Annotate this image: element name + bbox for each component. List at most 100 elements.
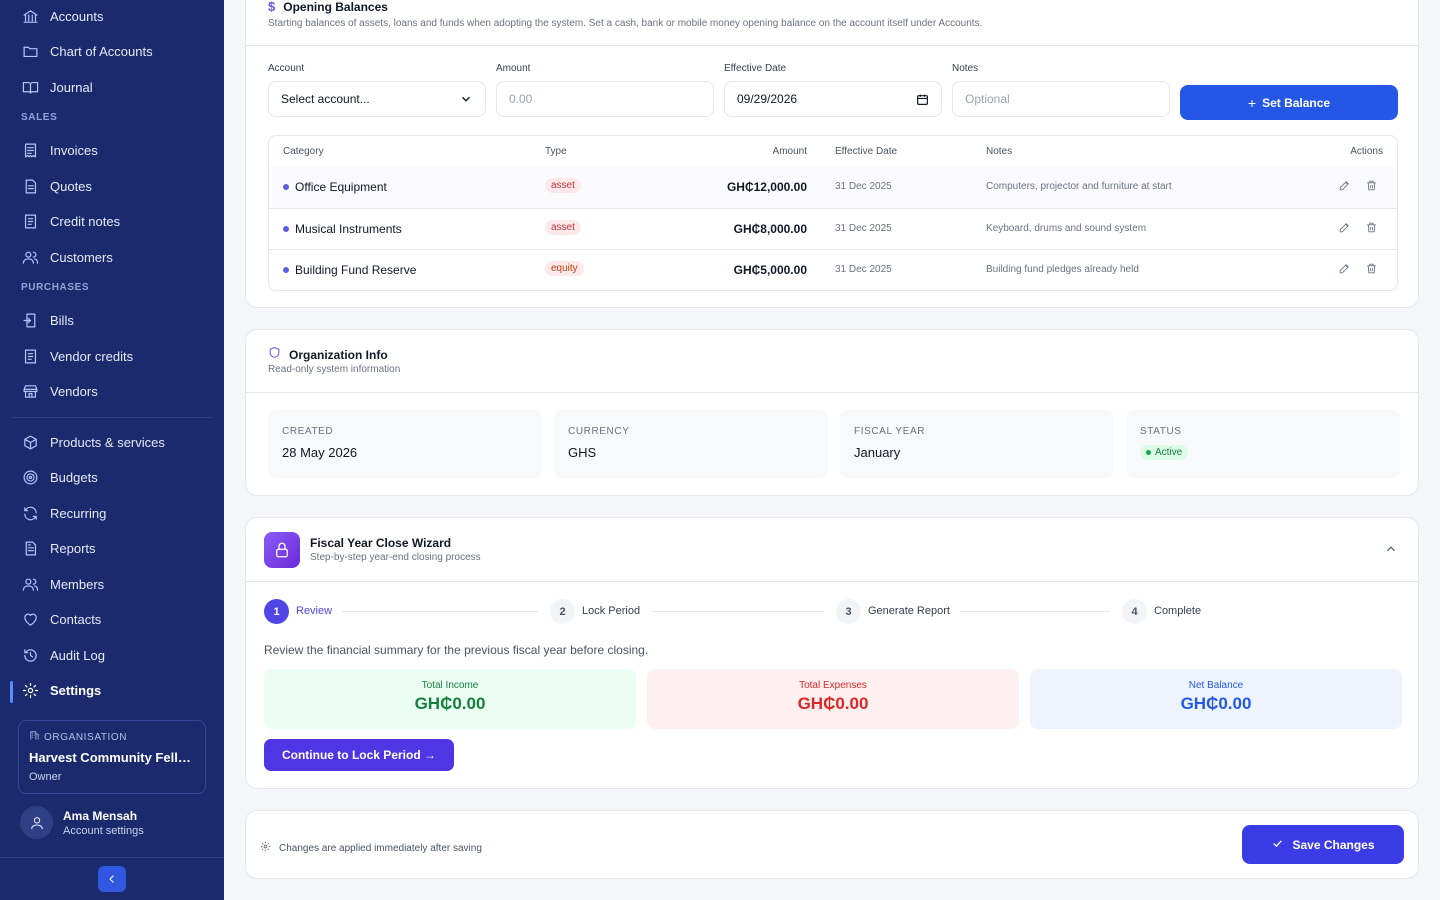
edit-icon[interactable] [1338, 221, 1352, 235]
sidebar-item-label: Reports [50, 540, 96, 556]
notes-label: Notes [952, 63, 979, 74]
collapse-sidebar-button[interactable] [98, 866, 126, 892]
sidebar-item-bills[interactable]: Bills [12, 304, 212, 336]
notes-input[interactable]: Optional [952, 81, 1170, 117]
step-2-label[interactable]: Lock Period [582, 605, 641, 617]
total-expenses-label: Total Expenses [799, 680, 867, 691]
sidebar-item-label: Chart of Accounts [50, 43, 153, 59]
account-select[interactable]: Select account... [268, 81, 486, 117]
currency-label: CURRENCY [568, 426, 630, 437]
sidebar-item-budgets[interactable]: Budgets [12, 461, 212, 493]
sidebar-item-invoices[interactable]: Invoices [12, 134, 212, 166]
sidebar-item-settings[interactable]: Settings [12, 674, 212, 706]
trash-icon[interactable] [1365, 221, 1379, 235]
step-4-label[interactable]: Complete [1154, 605, 1202, 617]
card-subtitle: Starting balances of assets, loans and f… [268, 18, 983, 29]
chevron-up-icon[interactable] [1384, 542, 1398, 561]
sidebar-item-quotes[interactable]: Quotes [12, 170, 212, 202]
created-info: CREATED 28 May 2026 [268, 410, 542, 478]
edit-icon[interactable] [1338, 179, 1352, 193]
document-icon [20, 176, 40, 196]
amount-label: Amount [496, 63, 531, 74]
card-subtitle: Step-by-step year-end closing process [310, 552, 481, 563]
save-note-row: Changes are applied immediately after sa… [260, 839, 482, 857]
notes-placeholder: Optional [965, 92, 1010, 106]
total-expenses-value: GH₵0.00 [797, 694, 869, 713]
continue-to-lock-period-button[interactable]: Continue to Lock Period → [264, 739, 454, 771]
card-title: Fiscal Year Close Wizard [310, 536, 452, 550]
currency-value: GHS [568, 445, 597, 460]
effective-date-input[interactable]: 09/29/2026 [724, 81, 942, 117]
heart-icon [20, 609, 40, 629]
check-icon [1271, 837, 1284, 853]
sidebar-item-label: Contacts [50, 611, 102, 627]
category-dot [283, 266, 289, 273]
sidebar-item-products-services[interactable]: Products & services [12, 426, 212, 458]
edit-icon[interactable] [1338, 262, 1352, 276]
sidebar-item-contacts[interactable]: Contacts [12, 603, 212, 635]
sidebar-item-reports[interactable]: Reports [12, 532, 212, 564]
bank-icon [20, 6, 40, 26]
sidebar-item-label: Accounts [50, 8, 104, 24]
plus-icon: + [1247, 94, 1257, 111]
wizard-intro: Review the financial summary for the pre… [264, 643, 649, 657]
sidebar-item-journal[interactable]: Journal [12, 71, 212, 103]
date-cell: 31 Dec 2025 [835, 264, 892, 275]
sidebar-item-customers[interactable]: Customers [12, 241, 212, 273]
sidebar-item-label: Settings [50, 682, 102, 698]
total-expenses-card: Total Expenses GH₵0.00 [647, 669, 1019, 729]
sidebar-item-label: Members [50, 576, 105, 592]
trash-icon[interactable] [1365, 262, 1379, 276]
card-title: Opening Balances [283, 0, 388, 14]
target-icon [20, 467, 40, 487]
amount-placeholder: 0.00 [509, 92, 533, 106]
type-badge: asset [545, 178, 581, 193]
row-divider [269, 249, 1397, 250]
header-category: Category [283, 146, 324, 157]
trash-icon[interactable] [1365, 179, 1379, 193]
account-settings-link[interactable]: Account settings [63, 824, 144, 837]
step-3-circle[interactable]: 3 [836, 599, 861, 624]
notes-cell: Building fund pledges already held [986, 264, 1139, 275]
currency-info: CURRENCY GHS [554, 410, 828, 478]
sidebar-item-label: Bills [50, 312, 74, 328]
sidebar-item-vendors[interactable]: Vendors [12, 375, 212, 407]
sidebar-item-chart-of-accounts[interactable]: Chart of Accounts [12, 35, 212, 67]
fiscal-year-info: FISCAL YEAR January [840, 410, 1114, 478]
table-row: Building Fund Reserve equity GH₵5,000.00… [269, 250, 1397, 291]
sidebar-item-label: Journal [50, 79, 93, 95]
sidebar-item-label: Quotes [50, 178, 92, 194]
section-label-purchases: PURCHASES [21, 282, 90, 293]
step-3-label[interactable]: Generate Report [868, 605, 950, 617]
status-badge: Active [1140, 445, 1189, 460]
step-2-circle[interactable]: 2 [550, 599, 575, 624]
sidebar-item-members[interactable]: Members [12, 568, 212, 600]
sidebar-item-vendor-credits[interactable]: Vendor credits [12, 340, 212, 372]
step-1-label[interactable]: Review [296, 605, 333, 617]
lock-icon [264, 532, 300, 568]
organisation-card[interactable]: ORGANISATION Harvest Community Fello... … [18, 720, 206, 794]
sidebar-item-credit-notes[interactable]: Credit notes [12, 205, 212, 237]
note-icon [20, 211, 40, 231]
user-menu[interactable]: Ama Mensah Account settings [20, 806, 144, 839]
account-label: Account [268, 63, 305, 74]
report-icon [20, 538, 40, 558]
user-icon [30, 816, 43, 829]
total-income-label: Total Income [421, 680, 479, 691]
store-icon [20, 381, 40, 401]
step-4-circle[interactable]: 4 [1122, 599, 1147, 624]
user-name: Ama Mensah [63, 808, 138, 823]
organisation-label: ORGANISATION [44, 731, 128, 743]
save-changes-button[interactable]: Save Changes [1242, 825, 1404, 864]
organisation-name: Harvest Community Fello... [29, 750, 195, 765]
calendar-icon[interactable] [916, 93, 929, 106]
sidebar-item-label: Credit notes [50, 213, 121, 229]
set-balance-button[interactable]: + Set Balance [1180, 85, 1398, 120]
step-1-circle[interactable]: 1 [264, 599, 289, 624]
amount-input[interactable]: 0.00 [496, 81, 714, 117]
sidebar-item-recurring[interactable]: Recurring [12, 497, 212, 529]
sidebar-item-audit-log[interactable]: Audit Log [12, 639, 212, 671]
box-icon [20, 432, 40, 452]
divider [246, 45, 1418, 46]
sidebar-item-accounts[interactable]: Accounts [12, 0, 212, 32]
